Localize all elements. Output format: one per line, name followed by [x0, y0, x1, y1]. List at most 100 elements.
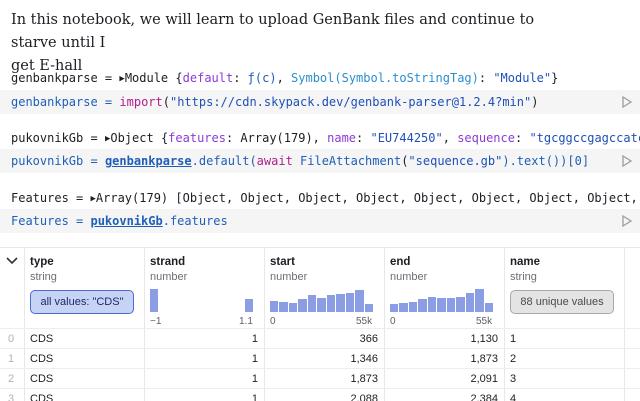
histogram-bar[interactable] — [345, 293, 355, 312]
output-var-name: genbankparse — [11, 71, 98, 85]
code-cell-genbankparse[interactable]: genbankparse = import("https://cdn.skypa… — [0, 90, 640, 114]
histogram-bar[interactable] — [418, 299, 427, 312]
cell-name: 2 — [510, 353, 517, 365]
output-key: Symbol(Symbol.toStringTag) — [291, 71, 479, 85]
histogram-bar[interactable] — [475, 289, 484, 312]
cell-end: 2,384 — [470, 393, 498, 401]
histogram[interactable] — [150, 288, 254, 312]
cell-strand: 1 — [251, 333, 258, 345]
output-key: name — [327, 131, 357, 145]
code-cell-features[interactable]: Features = pukovnikGb.features — [0, 209, 640, 233]
histogram-bar[interactable] — [307, 295, 317, 312]
output-type: Array(179) — [95, 191, 169, 205]
histogram[interactable] — [270, 288, 374, 312]
intro-line-2: get E-hall — [11, 58, 83, 74]
histogram-bar[interactable] — [399, 303, 408, 312]
code-reference-link[interactable]: pukovnikGb — [90, 214, 163, 228]
code-var: pukovnikGb — [11, 154, 84, 168]
histogram-bar[interactable] — [446, 298, 456, 312]
column-name: strand — [150, 256, 186, 268]
expand-triangle-icon[interactable]: ▶ — [90, 194, 96, 204]
histogram-bar[interactable] — [317, 298, 326, 312]
code-string: "https://cdn.skypack.dev/genbank-parser@… — [169, 95, 532, 109]
table-row[interactable]: 1 CDS 1 1,346 1,873 2 — [0, 348, 640, 369]
expand-triangle-icon[interactable]: ▶ — [119, 74, 125, 84]
cell-type: CDS — [30, 373, 54, 385]
run-cell-icon[interactable] — [620, 95, 634, 109]
code-reference-link[interactable]: genbankparse — [104, 154, 192, 168]
histogram-bar[interactable] — [364, 304, 373, 312]
histogram-bar[interactable] — [390, 304, 399, 312]
code-cell-pukovnikgb[interactable]: pukovnikGb = genbankparse.default(await … — [0, 149, 640, 173]
histogram-bar[interactable] — [298, 299, 307, 312]
column-name: name — [510, 256, 541, 268]
cell-start: 1,873 — [350, 373, 378, 385]
cell-name: 1 — [510, 333, 517, 345]
column-dtype: string — [30, 271, 57, 283]
output-value: Array(179) — [240, 131, 313, 145]
code-function: FileAttachment — [300, 154, 402, 168]
cell-end: 1,873 — [470, 353, 498, 365]
histogram-bar[interactable] — [355, 290, 364, 312]
cell-start: 366 — [359, 333, 378, 345]
run-cell-icon[interactable] — [620, 154, 634, 168]
histogram-bar[interactable] — [408, 302, 418, 312]
histogram-bar[interactable] — [288, 303, 298, 312]
table-row[interactable]: 3 CDS 1 2,088 2,384 4 — [0, 388, 640, 401]
row-index: 1 — [7, 353, 15, 365]
column-header-name[interactable]: name string 88 unique values — [510, 248, 624, 328]
histogram-bar[interactable] — [336, 294, 345, 312]
run-cell-icon[interactable] — [620, 214, 634, 228]
output-value: [Object, Object, Object, Object, Object,… — [175, 191, 638, 205]
cell-name: 4 — [510, 393, 517, 401]
cell-output-genbankparse[interactable]: genbankparse = ▶Module {default: ƒ(c), S… — [11, 68, 640, 88]
output-var-name: Features — [11, 191, 69, 205]
code-tail: ).text())[0] — [502, 154, 590, 168]
histogram-bar[interactable] — [270, 301, 279, 312]
row-index: 2 — [7, 373, 15, 385]
column-dtype: number — [390, 271, 428, 283]
cell-output-features[interactable]: Features = ▶Array(179) [Object, Object, … — [11, 188, 640, 208]
table-row[interactable]: 2 CDS 1 1,873 2,091 3 — [0, 368, 640, 389]
histogram-bar[interactable] — [427, 297, 437, 312]
histogram-bar[interactable] — [326, 295, 336, 312]
column-dtype: string — [510, 271, 537, 283]
column-summary-pill[interactable]: 88 unique values — [510, 290, 614, 314]
column-divider — [624, 248, 625, 401]
histogram[interactable] — [390, 288, 494, 312]
histogram-bar[interactable] — [244, 299, 253, 312]
cell-strand: 1 — [251, 373, 258, 385]
cell-end: 1,130 — [470, 333, 498, 345]
histogram-bar[interactable] — [437, 298, 446, 312]
data-table: type string all values: "CDS" strand num… — [0, 247, 640, 401]
histogram-axis-min: 0 — [390, 316, 396, 327]
code-var: genbankparse — [11, 95, 98, 109]
histogram-axis-min: −1 — [150, 316, 162, 327]
histogram-bar[interactable] — [465, 293, 475, 312]
histogram-bar[interactable] — [150, 289, 159, 312]
expand-triangle-icon[interactable]: ▶ — [104, 134, 111, 144]
column-summary-pill[interactable]: all values: "CDS" — [30, 290, 134, 314]
chevron-down-icon[interactable] — [6, 256, 18, 266]
column-header-type[interactable]: type string all values: "CDS" — [30, 248, 145, 328]
histogram-bar[interactable] — [484, 303, 493, 312]
code-operator: = — [68, 214, 91, 228]
cell-start: 1,346 — [350, 353, 378, 365]
column-header-end[interactable]: end number 0 55k — [390, 248, 505, 328]
output-value: "EU744250" — [370, 131, 443, 145]
cell-output-pukovnikgb[interactable]: pukovnikGb = ▶Object {features: Array(17… — [11, 128, 640, 148]
table-row[interactable]: 0 CDS 1 366 1,130 1 — [0, 328, 640, 349]
column-header-start[interactable]: start number 0 55k — [270, 248, 385, 328]
column-name: end — [390, 256, 411, 268]
histogram-axis-max: 55k — [356, 316, 373, 327]
code-operator: = — [97, 95, 120, 109]
histogram-bar[interactable] — [456, 297, 465, 312]
histogram-bar[interactable] — [279, 302, 288, 312]
code-method: .default( — [191, 154, 257, 168]
cell-type: CDS — [30, 393, 54, 401]
cell-end: 2,091 — [470, 373, 498, 385]
row-index: 0 — [7, 333, 15, 345]
column-name: type — [30, 256, 54, 268]
code-keyword: import — [119, 95, 163, 109]
column-header-strand[interactable]: strand number −1 1.1 — [150, 248, 265, 328]
